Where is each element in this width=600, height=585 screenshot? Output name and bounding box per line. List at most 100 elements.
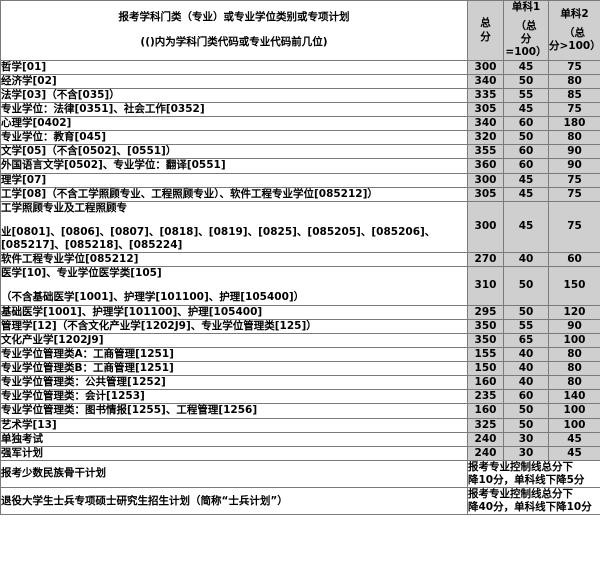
table-row: 单独考试 240 30 45 (0, 431, 600, 447)
row-subject1-score: 40 (503, 252, 549, 268)
row-total-score: 325 (467, 417, 504, 433)
special-row-label: 退役大学生士兵专项硕士研究生招生计划（简称“士兵计划”） (0, 487, 468, 516)
table-row: 专业学位管理类B：工商管理[1251] 150 40 80 (0, 360, 600, 377)
row-total-score: 235 (467, 389, 504, 405)
row-subject2-score: 80 (548, 73, 600, 89)
row-subject1-score: 45 (503, 200, 549, 254)
table-row-special: 报考少数民族骨干计划 报考专业控制线总分下 降10分，单科线下降5分 (0, 459, 600, 489)
row-subject1-score: 45 (503, 101, 549, 118)
row-subject2-score: 100 (548, 403, 600, 419)
row-label-main: 艺术学[13] (1, 418, 57, 431)
row-total-score: 160 (467, 375, 504, 391)
row-subject1-score: 60 (503, 158, 549, 174)
row-label: 医学[10]、专业学位医学类[105] （不含基础医学[1001]、护理学[101… (0, 266, 468, 306)
row-label-main: 工学[08]（不含工学照顾专业、工程照顾专业）、软件工程专业学位[085212]… (1, 187, 378, 200)
table-row: 软件工程专业学位[085212] 270 40 60 (0, 252, 600, 268)
row-label-main: 专业学位管理类B：工商管理[1251] (1, 362, 174, 374)
row-label: 哲学[01] (0, 59, 468, 75)
row-label: 工学[08]（不含工学照顾专业、工程照顾专业）、软件工程专业学位[085212]… (0, 186, 468, 202)
header-subject1-note2: 分=100） (505, 33, 547, 59)
row-label: 专业学位管理类A：工商管理[1251] (0, 346, 468, 363)
row-subject2-score: 140 (548, 389, 600, 405)
table-row-special: 退役大学生士兵专项硕士研究生招生计划（简称“士兵计划”） 报考专业控制线总分下 降4… (0, 487, 600, 516)
row-subject2-score: 75 (548, 101, 600, 118)
row-label-main: 专业学位：教育[045] (1, 131, 107, 144)
header-title-line1: 报考学科门类（专业）或专业学位类别或专项计划 (118, 11, 350, 24)
header-discipline-category: 报考学科门类（专业）或专业学位类别或专项计划 (()内为学科门类代码或专业代码前… (0, 0, 468, 61)
row-label-main: 文学[05]（不含[0502]、[0551]） (1, 145, 177, 158)
row-total-score: 300 (467, 59, 504, 75)
row-total-score: 350 (467, 318, 504, 334)
row-subject2-score: 75 (548, 186, 600, 202)
row-subject2-score: 75 (548, 59, 600, 75)
row-label-main: 哲学[01] (1, 60, 47, 73)
row-label-main: 软件工程专业学位[085212] (1, 253, 139, 266)
row-subject1-score: 55 (503, 318, 549, 334)
row-subject2-score: 45 (548, 445, 600, 461)
row-label-main: 文化产业学[1202J9] (1, 333, 104, 346)
row-subject2-score: 45 (548, 431, 600, 447)
row-subject1-score: 40 (503, 375, 549, 391)
row-subject1-score: 65 (503, 332, 549, 348)
score-line-table: 报考学科门类（专业）或专业学位类别或专项计划 (()内为学科门类代码或专业代码前… (0, 0, 600, 516)
row-label-main: 工学照顾专业及工程照顾专 (1, 201, 127, 214)
row-label-main: 专业学位管理类A：工商管理[1251] (1, 347, 174, 360)
row-total-score: 310 (467, 266, 504, 306)
row-label: 强军计划 (0, 445, 468, 461)
row-subject1-score: 40 (503, 360, 549, 377)
table-row: 文学[05]（不含[0502]、[0551]） 355 60 90 (0, 144, 600, 160)
table-row: 专业学位管理类：图书情报[1255]、工程管理[1256] 160 50 100 (0, 403, 600, 419)
row-label: 管理学[12]（不含文化产业学[1202J9]、专业学位管理类[125]） (0, 318, 468, 334)
row-total-score: 360 (467, 158, 504, 174)
row-label: 外国语言文学[0502]、专业学位：翻译[0551] (0, 158, 468, 174)
row-total-score: 305 (467, 101, 504, 118)
row-label: 经济学[02] (0, 73, 468, 89)
row-label: 专业学位管理类B：工商管理[1251] (0, 360, 468, 377)
special-note-line2: 降10分，单科线下降5分 (468, 474, 585, 486)
row-total-score: 300 (467, 200, 504, 254)
row-subject1-score: 45 (503, 186, 549, 202)
row-total-score: 150 (467, 360, 504, 377)
table-row: 工学[08]（不含工学照顾专业、工程照顾专业）、软件工程专业学位[085212]… (0, 186, 600, 202)
row-label: 文化产业学[1202J9] (0, 332, 468, 348)
row-label-main: 理学[07] (1, 173, 47, 186)
row-total-score: 340 (467, 73, 504, 89)
row-subject2-score: 180 (548, 115, 600, 132)
row-subject2-score: 80 (548, 130, 600, 146)
row-total-score: 240 (467, 445, 504, 461)
header-total-char2: 分 (480, 31, 491, 44)
table-row: 专业学位管理类：公共管理[1252] 160 40 80 (0, 375, 600, 391)
row-subject2-score: 75 (548, 200, 600, 254)
row-subject1-score: 55 (503, 87, 549, 103)
table-body: 哲学[01] 300 45 75 经济学[02] 340 50 80 法学[03]（不含[035… (0, 59, 600, 516)
table-row: 强军计划 240 30 45 (0, 445, 600, 461)
row-subject2-score: 80 (548, 375, 600, 391)
row-total-score: 155 (467, 346, 504, 363)
table-row: 医学[10]、专业学位医学类[105] （不含基础医学[1001]、护理学[101… (0, 266, 600, 306)
row-subject1-score: 30 (503, 431, 549, 447)
row-label: 心理学[0402] (0, 115, 468, 132)
row-label: 专业学位：法律[0351]、社会工作[0352] (0, 101, 468, 118)
row-total-score: 320 (467, 130, 504, 146)
header-subject2: 单科2 （总 分>100） (548, 0, 600, 61)
row-total-score: 300 (467, 172, 504, 188)
header-subject2-title: 单科2 (560, 7, 589, 20)
row-label: 工学照顾专业及工程照顾专 业[0801]、[0806]、[0807]、[0818]… (0, 200, 468, 254)
header-total-char1: 总 (480, 17, 491, 30)
row-subject2-score: 75 (548, 172, 600, 188)
table-row: 管理学[12]（不含文化产业学[1202J9]、专业学位管理类[125]） 350… (0, 318, 600, 334)
row-subject2-score: 80 (548, 346, 600, 363)
row-subject2-score: 90 (548, 144, 600, 160)
row-label-main: 专业学位管理类：会计[1253] (1, 390, 145, 403)
table-row: 专业学位：法律[0351]、社会工作[0352] 305 45 75 (0, 101, 600, 118)
row-label: 艺术学[13] (0, 417, 468, 433)
table-row: 艺术学[13] 325 50 100 (0, 417, 600, 433)
table-row: 心理学[0402] 340 60 180 (0, 115, 600, 132)
header-subject2-note1: （总 (564, 26, 585, 39)
row-label-main: 管理学[12]（不含文化产业学[1202J9]、专业学位管理类[125]） (1, 319, 317, 332)
row-subject2-score: 85 (548, 87, 600, 103)
row-label: 单独考试 (0, 431, 468, 447)
special-note-line1: 报考专业控制线总分下 (468, 460, 573, 473)
row-total-score: 340 (467, 115, 504, 132)
row-subject2-score: 90 (548, 158, 600, 174)
